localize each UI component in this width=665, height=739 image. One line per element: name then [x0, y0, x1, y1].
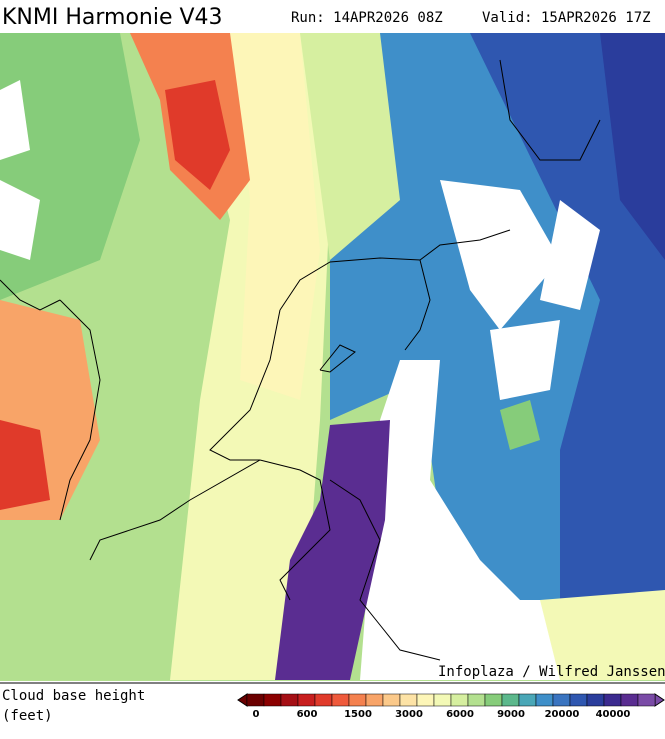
colorbar-label: 3000 — [395, 709, 423, 720]
colorbar-swatch — [620, 693, 639, 707]
colorbar-swatch — [263, 693, 282, 707]
colorbar-label: 40000 — [596, 709, 631, 720]
colorbar-label: 1500 — [344, 709, 372, 720]
colorbar-swatch — [450, 693, 469, 707]
colorbar-label: 6000 — [446, 709, 474, 720]
colorbar-swatch — [416, 693, 435, 707]
valid-time: Valid: 15APR2026 17Z — [482, 10, 651, 26]
credit: Infoplaza / Wilfred Janssen — [438, 664, 665, 680]
colorbar-swatch — [637, 693, 656, 707]
legend-title: Cloud base height — [2, 688, 145, 704]
colorbar-swatch — [586, 693, 605, 707]
colorbar-swatch — [569, 693, 588, 707]
colorbar-swatch — [382, 693, 401, 707]
colorbar-swatch — [535, 693, 554, 707]
colorbar-swatch — [331, 693, 350, 707]
colorbar-swatch — [467, 693, 486, 707]
colorbar-label: 9000 — [497, 709, 525, 720]
colorbar-label: 600 — [297, 709, 318, 720]
title: KNMI Harmonie V43 — [2, 5, 223, 30]
colorbar-swatch — [314, 693, 333, 707]
colorbar-swatch — [433, 693, 452, 707]
colorbar-swatch — [348, 693, 367, 707]
colorbar-swatch — [518, 693, 537, 707]
colorbar-swatch — [603, 693, 622, 707]
colorbar: 0 600 1500 3000 6000 9000 20000 40000 — [237, 693, 665, 720]
run-time: Run: 14APR2026 08Z — [291, 10, 443, 26]
colorbar-swatch — [501, 693, 520, 707]
colorbar-swatch — [552, 693, 571, 707]
colorbar-swatch — [297, 693, 316, 707]
colorbar-swatch — [246, 693, 265, 707]
legend-unit: (feet) — [2, 708, 53, 724]
colorbar-label: 20000 — [545, 709, 580, 720]
map — [0, 33, 665, 681]
colorbar-swatch — [399, 693, 418, 707]
colorbar-swatch — [280, 693, 299, 707]
colorbar-swatch — [365, 693, 384, 707]
colorbar-label: 0 — [253, 709, 260, 720]
colorbar-swatch — [484, 693, 503, 707]
